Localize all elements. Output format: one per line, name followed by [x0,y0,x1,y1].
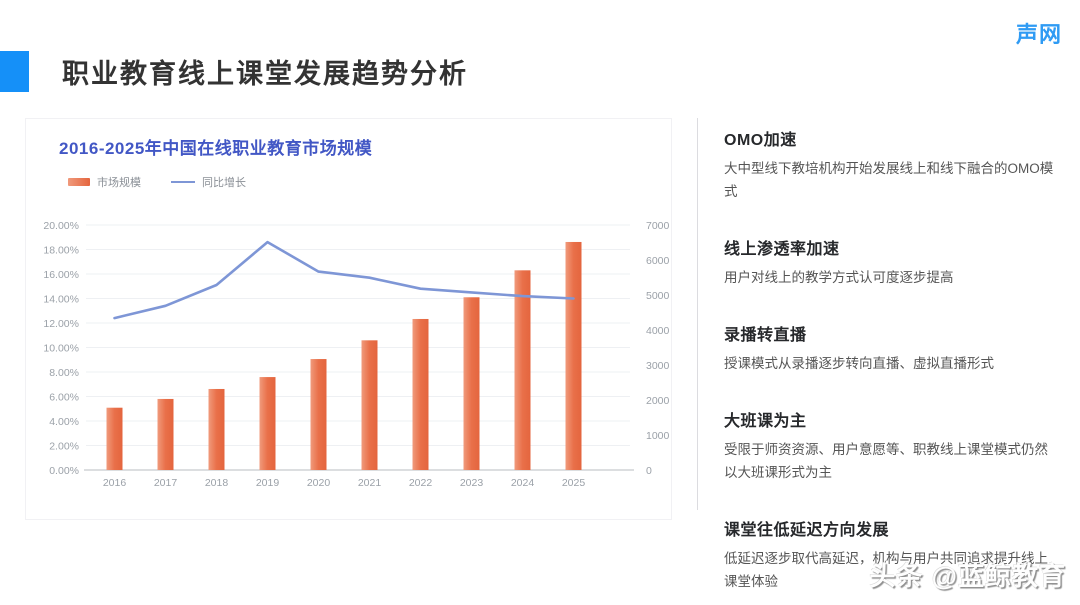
chart-card: 2016-2025年中国在线职业教育市场规模 市场规模 同比增长 0.00% 2.… [25,118,672,520]
line-swatch-icon [171,181,195,183]
svg-text:16.00%: 16.00% [43,269,79,281]
svg-text:2025: 2025 [562,477,586,489]
insight-recorded-to-live: 录播转直播 授课模式从录播逐步转向直播、虚拟直播形式 [724,321,1070,376]
insight-heading: 录播转直播 [724,326,807,344]
insight-body: 大中型线下教培机构开始发展线上和线下融合的OMO模式 [724,161,1054,199]
svg-text:8.00%: 8.00% [49,367,79,379]
svg-text:2017: 2017 [154,477,178,489]
svg-text:6000: 6000 [646,255,670,267]
svg-text:3000: 3000 [646,360,670,372]
bar-swatch-icon [68,178,90,186]
page-title: 职业教育线上课堂发展趋势分析 [62,59,468,89]
title-accent-square [0,51,29,92]
insight-heading: 课堂往低延迟方向发展 [724,521,890,539]
svg-text:12.00%: 12.00% [43,318,79,330]
svg-text:6.00%: 6.00% [49,392,79,404]
svg-text:0.00%: 0.00% [49,465,79,477]
svg-text:2020: 2020 [307,477,331,489]
insight-body: 授课模式从录播逐步转向直播、虚拟直播形式 [724,355,994,371]
svg-text:18.00%: 18.00% [43,245,79,257]
insight-low-latency: 课堂往低延迟方向发展 低延迟逐步取代高延迟，机构与用户共同追求提升线上课堂体验 [724,516,1070,594]
insights-panel: OMO加速 大中型线下教培机构开始发展线上和线下融合的OMO模式 线上渗透率加速… [697,118,1080,589]
svg-text:2000: 2000 [646,395,670,407]
svg-text:2024: 2024 [511,477,535,489]
chart-legend: 市场规模 同比增长 [68,174,246,190]
svg-text:2018: 2018 [205,477,229,489]
insight-heading: 线上渗透率加速 [724,240,840,258]
insight-large-class: 大班课为主 受限于师资资源、用户意愿等、职教线上课堂模式仍然以大班课形式为主 [724,407,1070,485]
svg-text:0: 0 [646,465,652,477]
svg-text:5000: 5000 [646,290,670,302]
svg-text:2022: 2022 [409,477,433,489]
svg-text:2023: 2023 [460,477,484,489]
legend-item-market-size: 市场规模 [68,174,141,190]
insight-body: 用户对线上的教学方式认可度逐步提高 [724,269,954,285]
svg-text:2.00%: 2.00% [49,441,79,453]
legend-label: 市场规模 [97,177,141,189]
svg-text:1000: 1000 [646,430,670,442]
insight-body: 低延迟逐步取代高延迟，机构与用户共同追求提升线上课堂体验 [724,550,1048,589]
svg-text:4.00%: 4.00% [49,416,79,428]
chart-title: 2016-2025年中国在线职业教育市场规模 [59,139,373,158]
svg-text:14.00%: 14.00% [43,294,79,306]
market-chart: 0.00% 2.00% 4.00% 6.00% 8.00% 10.00% 12.00% 14.… [43,220,670,489]
insight-online-penetration: 线上渗透率加速 用户对线上的教学方式认可度逐步提高 [724,235,1070,290]
svg-text:20.00%: 20.00% [43,220,79,232]
insight-heading: 大班课为主 [724,412,807,430]
svg-text:10.00%: 10.00% [43,343,79,355]
insight-body: 受限于师资资源、用户意愿等、职教线上课堂模式仍然以大班课形式为主 [724,441,1048,480]
svg-text:2021: 2021 [358,477,382,489]
svg-text:7000: 7000 [646,220,670,232]
svg-text:2016: 2016 [103,477,127,489]
legend-label: 同比增长 [202,177,246,189]
watermark: 头条 @蓝鲸教育 [869,561,1066,591]
insight-heading: OMO加速 [724,132,797,149]
insight-omo: OMO加速 大中型线下教培机构开始发展线上和线下融合的OMO模式 [724,126,1070,204]
svg-text:4000: 4000 [646,325,670,337]
svg-text:2019: 2019 [256,477,280,489]
agora-logo: 声网 [1015,22,1062,47]
legend-item-yoy-growth: 同比增长 [171,174,246,190]
